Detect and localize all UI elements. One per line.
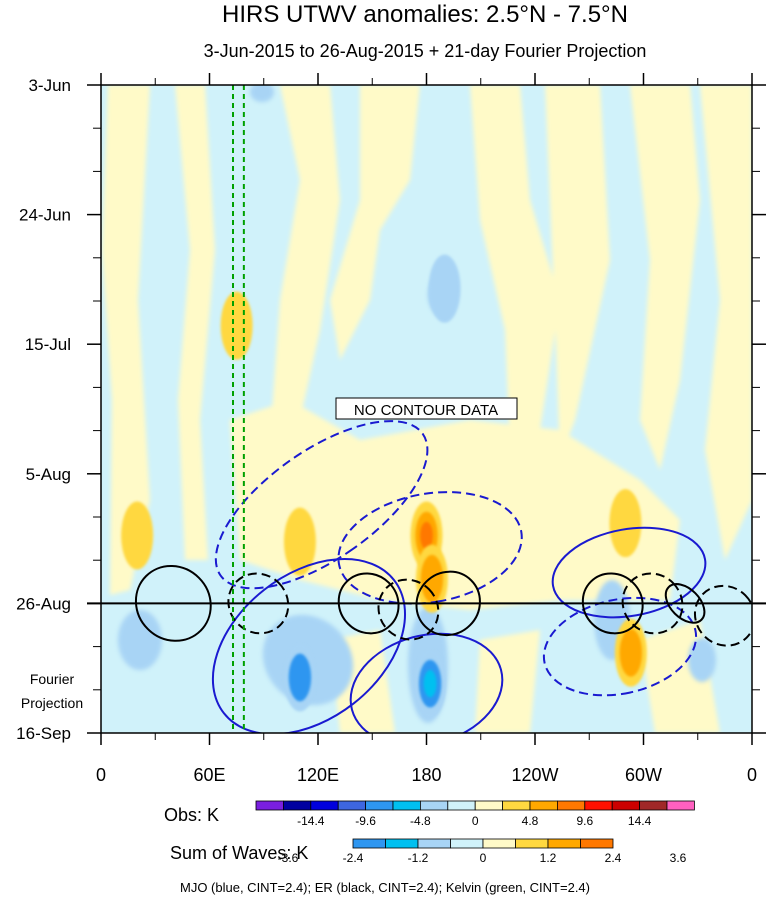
x-tick-label-5: 60W — [625, 765, 662, 785]
waves-colorbar-tick-label-2: -1.2 — [408, 851, 429, 865]
chart-subtitle: 3-Jun-2015 to 26-Aug-2015 + 21-day Fouri… — [204, 41, 647, 61]
waves-colorbar-swatch-7 — [580, 838, 614, 849]
wave-legend-text: MJO (blue, CINT=2.4); ER (black, CINT=2.… — [180, 880, 590, 895]
waves-colorbar-swatch-1 — [385, 838, 419, 849]
er-contour-8 — [337, 572, 400, 635]
obs-colorbar-swatch-9 — [502, 800, 531, 811]
axes: 3-Jun 24-Jun 15-Jul 5-Aug 26-Aug 16-Sep 0 60E 12… — [16, 73, 766, 785]
obs-colorbar-swatch-3 — [337, 800, 367, 811]
obs-colorbar: -14.4 -9.6 -4.8 0 4.8 9.6 14.4 — [255, 800, 695, 828]
mjo-contour-0 — [214, 420, 429, 590]
y-tick-label-4: 26-Aug — [16, 594, 71, 613]
obs-colorbar-tick-label-2: -4.8 — [410, 814, 431, 828]
obs-colorbar-label: Obs: K — [164, 805, 219, 825]
er-contour-6 — [134, 565, 212, 642]
waves-colorbar: -3.6 -2.4 -1.2 0 1.2 2.4 3.6 — [278, 838, 687, 865]
anomaly-feature-9-level-2 — [619, 628, 643, 677]
projection-label-line2: Projection — [21, 695, 83, 711]
anomaly-feature-3-level-1 — [121, 501, 154, 570]
no-data-label: NO CONTOUR DATA — [354, 402, 498, 419]
obs-colorbar-swatch-14 — [639, 800, 668, 811]
mjo-contour-5 — [542, 596, 698, 697]
waves-colorbar-swatch-3 — [450, 838, 484, 849]
obs-colorbar-tick-label-5: 9.6 — [576, 814, 593, 828]
mjo-contour-2 — [337, 491, 523, 605]
er-contour-13 — [664, 583, 706, 624]
x-tick-label-3: 180 — [411, 765, 441, 785]
y-tick-label-3: 5-Aug — [26, 465, 71, 484]
waves-colorbar-tick-label-1: -2.4 — [343, 851, 364, 865]
y-tick-label-1: 24-Jun — [19, 206, 71, 225]
y-tick-label-0: 3-Jun — [28, 76, 71, 95]
er-contour-14 — [693, 584, 752, 647]
waves-colorbar-tick-label-3: 0 — [480, 851, 487, 865]
obs-colorbar-swatch-2 — [310, 800, 339, 811]
waves-colorbar-tick-label-4: 1.2 — [540, 851, 557, 865]
obs-colorbar-swatch-4 — [365, 800, 394, 811]
projection-label-line1: Fourier — [30, 671, 75, 687]
obs-colorbar-tick-label-0: -14.4 — [297, 814, 325, 828]
anomaly-features — [121, 254, 647, 718]
er-contour-12 — [621, 572, 684, 635]
x-tick-label-6: 0 — [747, 765, 757, 785]
er-contour-10 — [415, 570, 481, 637]
obs-colorbar-swatch-7 — [447, 800, 476, 811]
obs-colorbar-swatch-5 — [392, 800, 421, 811]
anomaly-feature-5-level-2 — [288, 653, 312, 702]
wave-contours — [134, 420, 752, 733]
obs-colorbar-tick-label-1: -9.6 — [355, 814, 376, 828]
x-tick-label-0: 0 — [96, 765, 106, 785]
waves-colorbar-label: Sum of Waves: K — [170, 843, 308, 863]
y-tick-label-2: 15-Jul — [25, 335, 71, 354]
anomaly-feature-6-level-3 — [423, 670, 437, 698]
x-tick-label-1: 60E — [193, 765, 225, 785]
waves-colorbar-swatch-2 — [417, 838, 451, 849]
obs-colorbar-swatch-0 — [255, 800, 284, 811]
kelvin-guides — [232, 85, 245, 733]
waves-colorbar-swatch-5 — [515, 838, 549, 849]
chart-title: HIRS UTWV anomalies: 2.5°N - 7.5°N — [222, 1, 628, 28]
obs-colorbar-swatch-6 — [419, 800, 449, 811]
obs-colorbar-swatch-12 — [584, 800, 613, 811]
obs-colorbar-tick-label-4: 4.8 — [522, 814, 539, 828]
anomaly-feature-1-level-2 — [420, 554, 444, 603]
waves-colorbar-tick-label-0: -3.6 — [278, 851, 299, 865]
mjo-contour-1 — [211, 558, 407, 733]
obs-colorbar-tick-label-3: 0 — [472, 814, 479, 828]
obs-colorbar-swatch-15 — [666, 800, 695, 811]
er-contour-7 — [227, 572, 290, 635]
waves-colorbar-swatch-6 — [547, 838, 581, 849]
anomaly-field — [101, 85, 752, 733]
anomaly-feature-0-level-3 — [420, 521, 433, 550]
y-tick-label-5: 16-Sep — [16, 724, 71, 743]
positive-tendril-bands — [102, 85, 752, 733]
mjo-contour-3 — [349, 632, 504, 733]
waves-colorbar-swatch-4 — [482, 838, 516, 849]
anomaly-feature-7-level-1 — [220, 291, 253, 360]
obs-colorbar-swatch-13 — [611, 800, 641, 811]
x-tick-label-2: 120E — [297, 765, 339, 785]
obs-colorbar-tick-label-6: 14.4 — [628, 814, 652, 828]
x-tick-label-4: 120W — [511, 765, 558, 785]
obs-colorbar-swatch-1 — [282, 800, 312, 811]
no-data-box — [335, 397, 518, 420]
anomaly-feature-4-level-1 — [609, 489, 642, 558]
obs-colorbar-swatch-10 — [529, 800, 558, 811]
obs-colorbar-swatch-11 — [557, 800, 586, 811]
mjo-contour-4 — [551, 526, 707, 619]
waves-colorbar-swatch-0 — [352, 838, 386, 849]
waves-colorbar-tick-label-5: 2.4 — [605, 851, 622, 865]
obs-colorbar-swatch-8 — [474, 800, 504, 811]
anomaly-feature-8-level-1 — [428, 254, 461, 323]
anomaly-feature-2-level-1 — [283, 507, 316, 576]
waves-colorbar-tick-label-6: 3.6 — [670, 851, 687, 865]
